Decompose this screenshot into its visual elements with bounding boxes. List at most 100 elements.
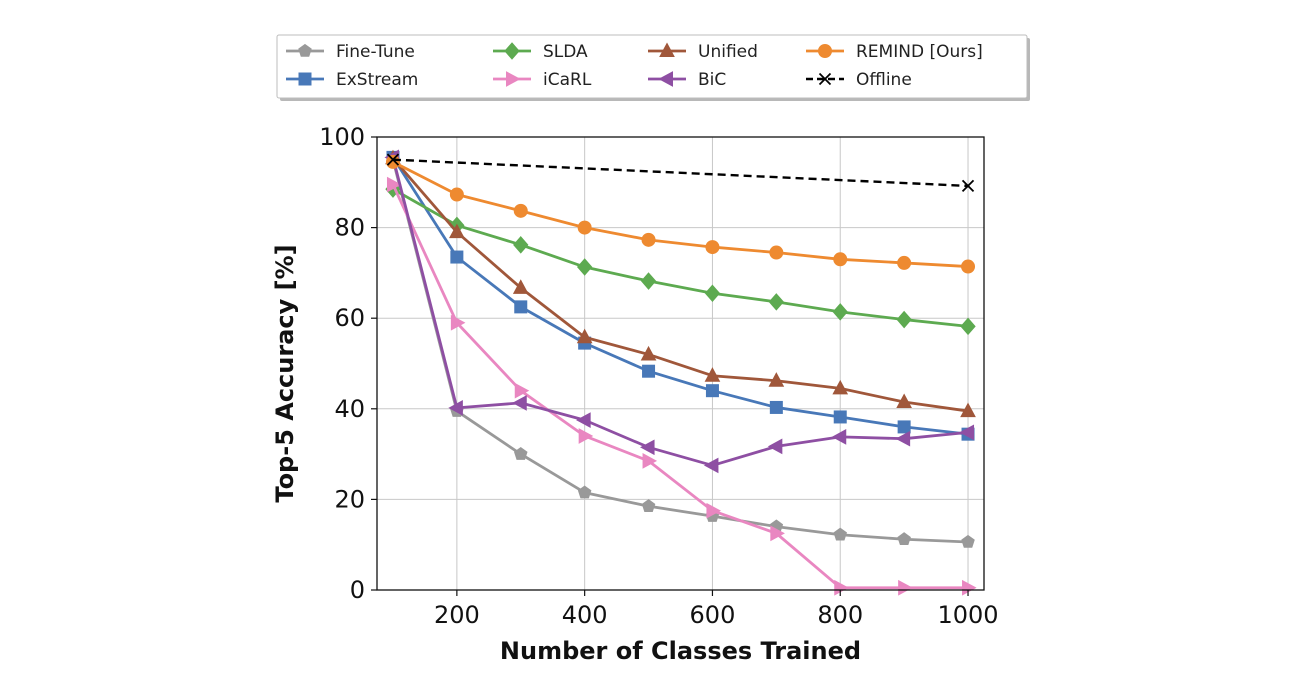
data-point-fine-tune [641,499,656,512]
data-point-unified [960,402,976,418]
legend-marker-offline [818,72,832,86]
data-point-icarl [706,502,722,519]
series-remind-ours [385,154,976,274]
data-point-slda [640,272,657,290]
data-point-unified [768,372,785,387]
data-point-fine-tune [833,527,848,541]
y-tick-label: 80 [334,214,365,242]
legend-item-unified: Unified [648,42,758,62]
legend-label-unified: Unified [698,42,758,62]
data-point-unified [896,393,912,409]
legend-item-icarl: iCaRL [493,70,592,90]
legend-marker-bic [658,71,673,87]
data-point-fine-tune [513,446,528,460]
data-point-exstream [833,410,847,424]
data-point-bic [639,439,655,456]
y-axis-title: Top-5 Accuracy [%] [271,244,299,502]
legend-marker-unified [659,42,675,57]
data-point-bic [448,400,463,416]
data-point-bic [703,457,719,474]
data-point-offline [961,179,975,193]
data-point-remind-ours [769,245,784,260]
data-point-remind-ours [385,154,400,169]
series-line-remind-ours [392,160,969,268]
series-line-slda [392,187,969,328]
y-tick-label: 20 [334,485,365,513]
data-point-fine-tune [897,532,911,546]
data-point-slda [704,284,721,303]
legend-item-slda: SLDA [493,42,588,62]
x-tick-label: 200 [434,601,480,629]
data-point-slda [768,293,785,311]
series-line-unified [391,157,969,413]
x-tick-label: 400 [562,601,608,629]
series-offline [386,153,975,193]
data-point-offline [386,153,400,166]
legend-marker-exstream [298,72,312,86]
data-point-bic [767,438,783,455]
legend-label-offline: Offline [856,70,912,90]
chart-legend: Fine-Tune ExStream SLDA iCaRL Unified BiC REMI… [276,34,1030,101]
series-fine-tune [386,152,975,548]
series-icarl [386,176,977,596]
data-point-exstream [769,400,783,414]
plot-frame [376,136,985,591]
y-tick-label: 0 [350,576,365,604]
data-point-exstream [450,250,464,264]
x-tick-label: 800 [817,601,863,629]
data-point-exstream [642,364,656,378]
data-point-icarl [962,579,977,596]
data-point-exstream [514,300,528,314]
data-point-unified [512,279,529,294]
legend-item-bic: BiC [648,70,726,90]
series-line-bic [391,157,969,467]
grid-lines [377,136,984,591]
data-point-icarl [834,579,849,596]
data-point-icarl [578,428,594,444]
data-point-fine-tune [577,485,592,499]
data-point-slda [832,303,848,321]
data-point-slda [576,258,593,276]
legend-label-icarl: iCaRL [543,70,592,90]
data-point-exstream [705,384,719,398]
data-point-unified [640,345,657,361]
data-point-remind-ours [833,252,848,267]
data-point-slda [960,317,976,336]
data-point-bic [576,412,591,428]
data-point-icarl [642,453,658,469]
data-point-remind-ours [577,220,592,235]
series-layer [384,149,977,596]
data-point-remind-ours [513,203,528,218]
legend-label-exstream: ExStream [336,70,418,90]
data-point-unified [576,328,593,344]
y-tick-label: 40 [334,395,365,423]
legend-item-offline: Offline [806,70,912,90]
legend-item-fine-tune: Fine-Tune [286,42,415,62]
data-point-icarl [898,579,913,596]
legend-label-slda: SLDA [543,42,588,62]
data-point-remind-ours [897,255,912,270]
y-tick-label: 60 [334,304,365,332]
data-point-unified [449,223,465,239]
x-tick-label: 1000 [937,601,998,629]
legend-marker-remind-ours [818,44,832,58]
data-point-slda [896,310,912,329]
data-point-bic [895,430,911,447]
y-tick-label: 100 [319,123,365,151]
series-unified [385,149,976,418]
data-point-bic [512,395,527,411]
x-axis-title: Number of Classes Trained [500,637,861,665]
legend-label-remind-ours: REMIND [Ours] [856,42,983,62]
legend-item-remind-ours: REMIND [Ours] [806,42,983,62]
data-point-remind-ours [641,232,656,247]
data-point-unified [832,379,849,395]
data-point-exstream [897,420,911,434]
data-point-icarl [386,176,402,193]
data-point-icarl [514,382,530,399]
series-slda [385,180,976,336]
data-point-bic [831,429,847,445]
series-line-offline [392,158,969,188]
series-line-icarl [391,183,969,590]
legend-item-exstream: ExStream [286,70,418,90]
